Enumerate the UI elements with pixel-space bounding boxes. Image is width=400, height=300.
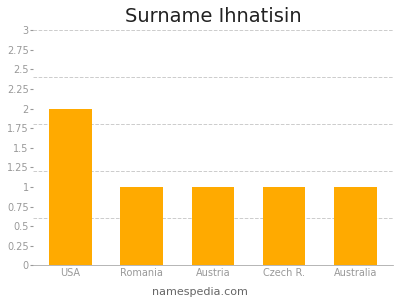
Bar — [49, 109, 92, 265]
Bar — [334, 187, 377, 265]
Bar — [192, 187, 234, 265]
Bar — [120, 187, 163, 265]
Title: Surname Ihnatisin: Surname Ihnatisin — [125, 7, 301, 26]
Bar — [263, 187, 306, 265]
Text: namespedia.com: namespedia.com — [152, 287, 248, 297]
